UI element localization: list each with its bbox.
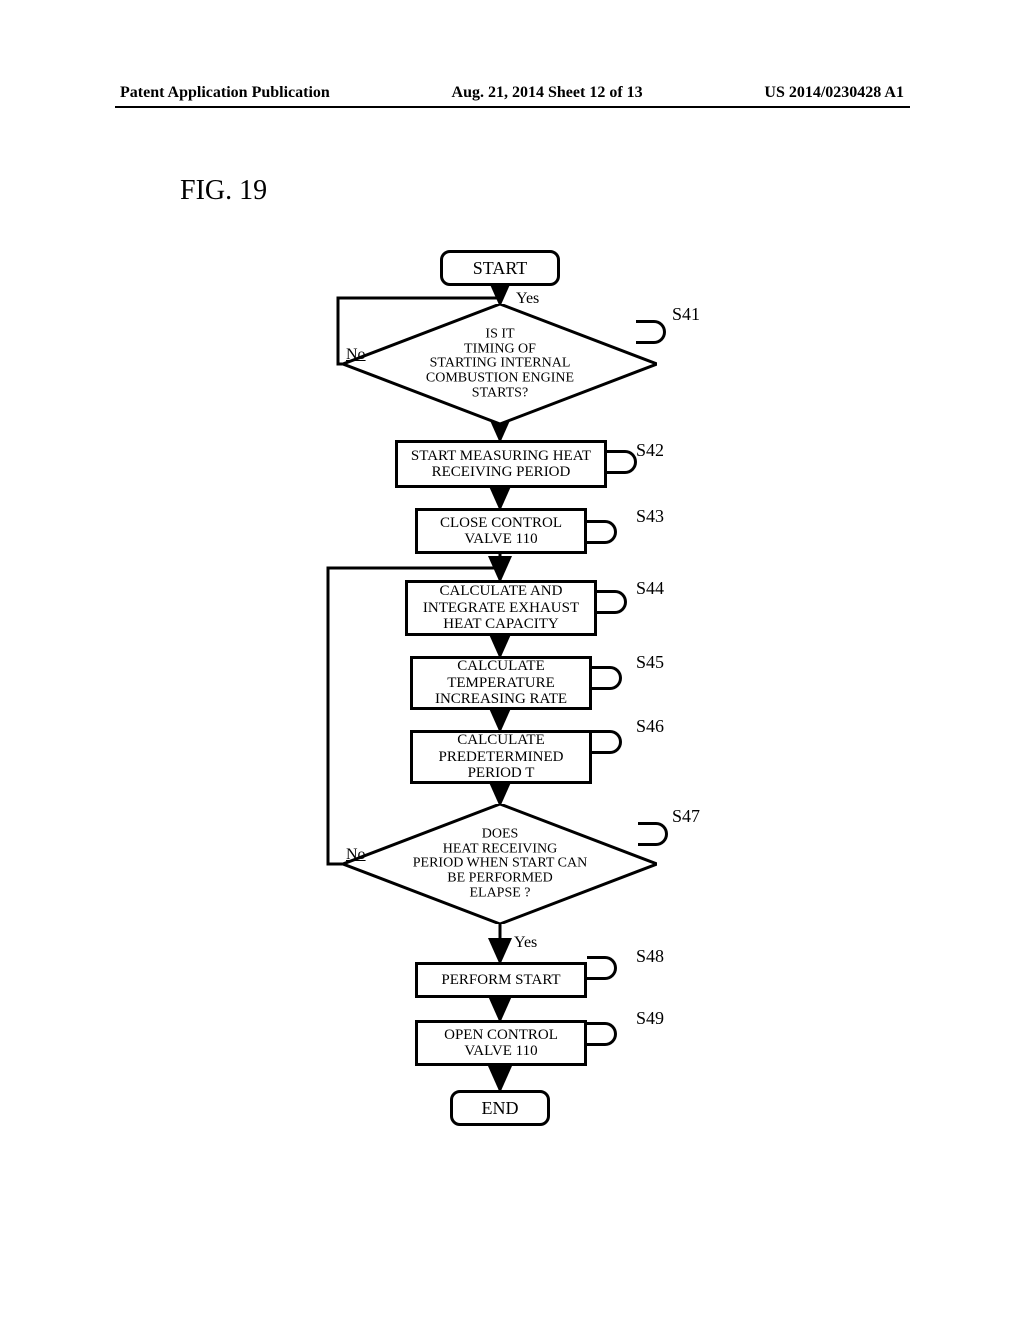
hook-s44 <box>597 590 627 614</box>
decision-s41-text: IS ITTIMING OFSTARTING INTERNALCOMBUSTIO… <box>343 327 657 400</box>
hook-s49 <box>587 1022 617 1046</box>
hook-s42 <box>607 450 637 474</box>
process-s46-text: CALCULATEPREDETERMINEDPERIOD T <box>439 732 564 782</box>
end-terminator: END <box>450 1090 550 1126</box>
process-s48-text: PERFORM START <box>441 972 560 989</box>
process-s49: OPEN CONTROLVALVE 110 <box>415 1020 587 1066</box>
decision-s47-text: DOESHEAT RECEIVINGPERIOD WHEN START CANB… <box>343 827 657 900</box>
step-label-s44: S44 <box>636 578 664 599</box>
step-label-s49: S49 <box>636 1008 664 1029</box>
hook-s45 <box>592 666 622 690</box>
header-middle: Aug. 21, 2014 Sheet 12 of 13 <box>452 84 643 102</box>
process-s48: PERFORM START <box>415 962 587 998</box>
hook-s47 <box>638 822 668 846</box>
step-label-s46: S46 <box>636 716 664 737</box>
step-label-s47: S47 <box>672 806 700 827</box>
end-label: END <box>482 1098 519 1118</box>
step-label-s48: S48 <box>636 946 664 967</box>
process-s44: CALCULATE ANDINTEGRATE EXHAUSTHEAT CAPAC… <box>405 580 597 636</box>
step-label-s42: S42 <box>636 440 664 461</box>
edge-label-no1: No <box>346 346 366 364</box>
hook-s46 <box>592 730 622 754</box>
hook-s43 <box>587 520 617 544</box>
step-label-s43: S43 <box>636 506 664 527</box>
process-s43: CLOSE CONTROLVALVE 110 <box>415 508 587 554</box>
edge-label-no2: No <box>346 846 366 864</box>
process-s46: CALCULATEPREDETERMINEDPERIOD T <box>410 730 592 784</box>
process-s43-text: CLOSE CONTROLVALVE 110 <box>440 515 562 548</box>
decision-s41: IS ITTIMING OFSTARTING INTERNALCOMBUSTIO… <box>343 304 657 424</box>
hook-s41 <box>636 320 666 344</box>
process-s49-text: OPEN CONTROLVALVE 110 <box>444 1027 558 1060</box>
hook-s48 <box>587 956 617 980</box>
process-s45-text: CALCULATETEMPERATUREINCREASING RATE <box>435 658 567 708</box>
process-s42: START MEASURING HEATRECEIVING PERIOD <box>395 440 607 488</box>
decision-s47: DOESHEAT RECEIVINGPERIOD WHEN START CANB… <box>343 804 657 924</box>
header-rule <box>115 106 910 108</box>
process-s45: CALCULATETEMPERATUREINCREASING RATE <box>410 656 592 710</box>
figure-label: FIG. 19 <box>180 175 267 207</box>
process-s44-text: CALCULATE ANDINTEGRATE EXHAUSTHEAT CAPAC… <box>423 583 579 633</box>
start-label: START <box>473 258 527 278</box>
flowchart-canvas: START IS ITTIMING OFSTARTING INTERNALCOM… <box>0 250 1024 1200</box>
edge-label-yes1: Yes <box>516 290 539 308</box>
header-left: Patent Application Publication <box>120 84 330 102</box>
step-label-s45: S45 <box>636 652 664 673</box>
start-terminator: START <box>440 250 560 286</box>
page-header: Patent Application Publication Aug. 21, … <box>0 84 1024 102</box>
edge-label-yes2: Yes <box>514 934 537 952</box>
header-right: US 2014/0230428 A1 <box>764 84 904 102</box>
process-s42-text: START MEASURING HEATRECEIVING PERIOD <box>411 448 591 481</box>
step-label-s41: S41 <box>672 304 700 325</box>
